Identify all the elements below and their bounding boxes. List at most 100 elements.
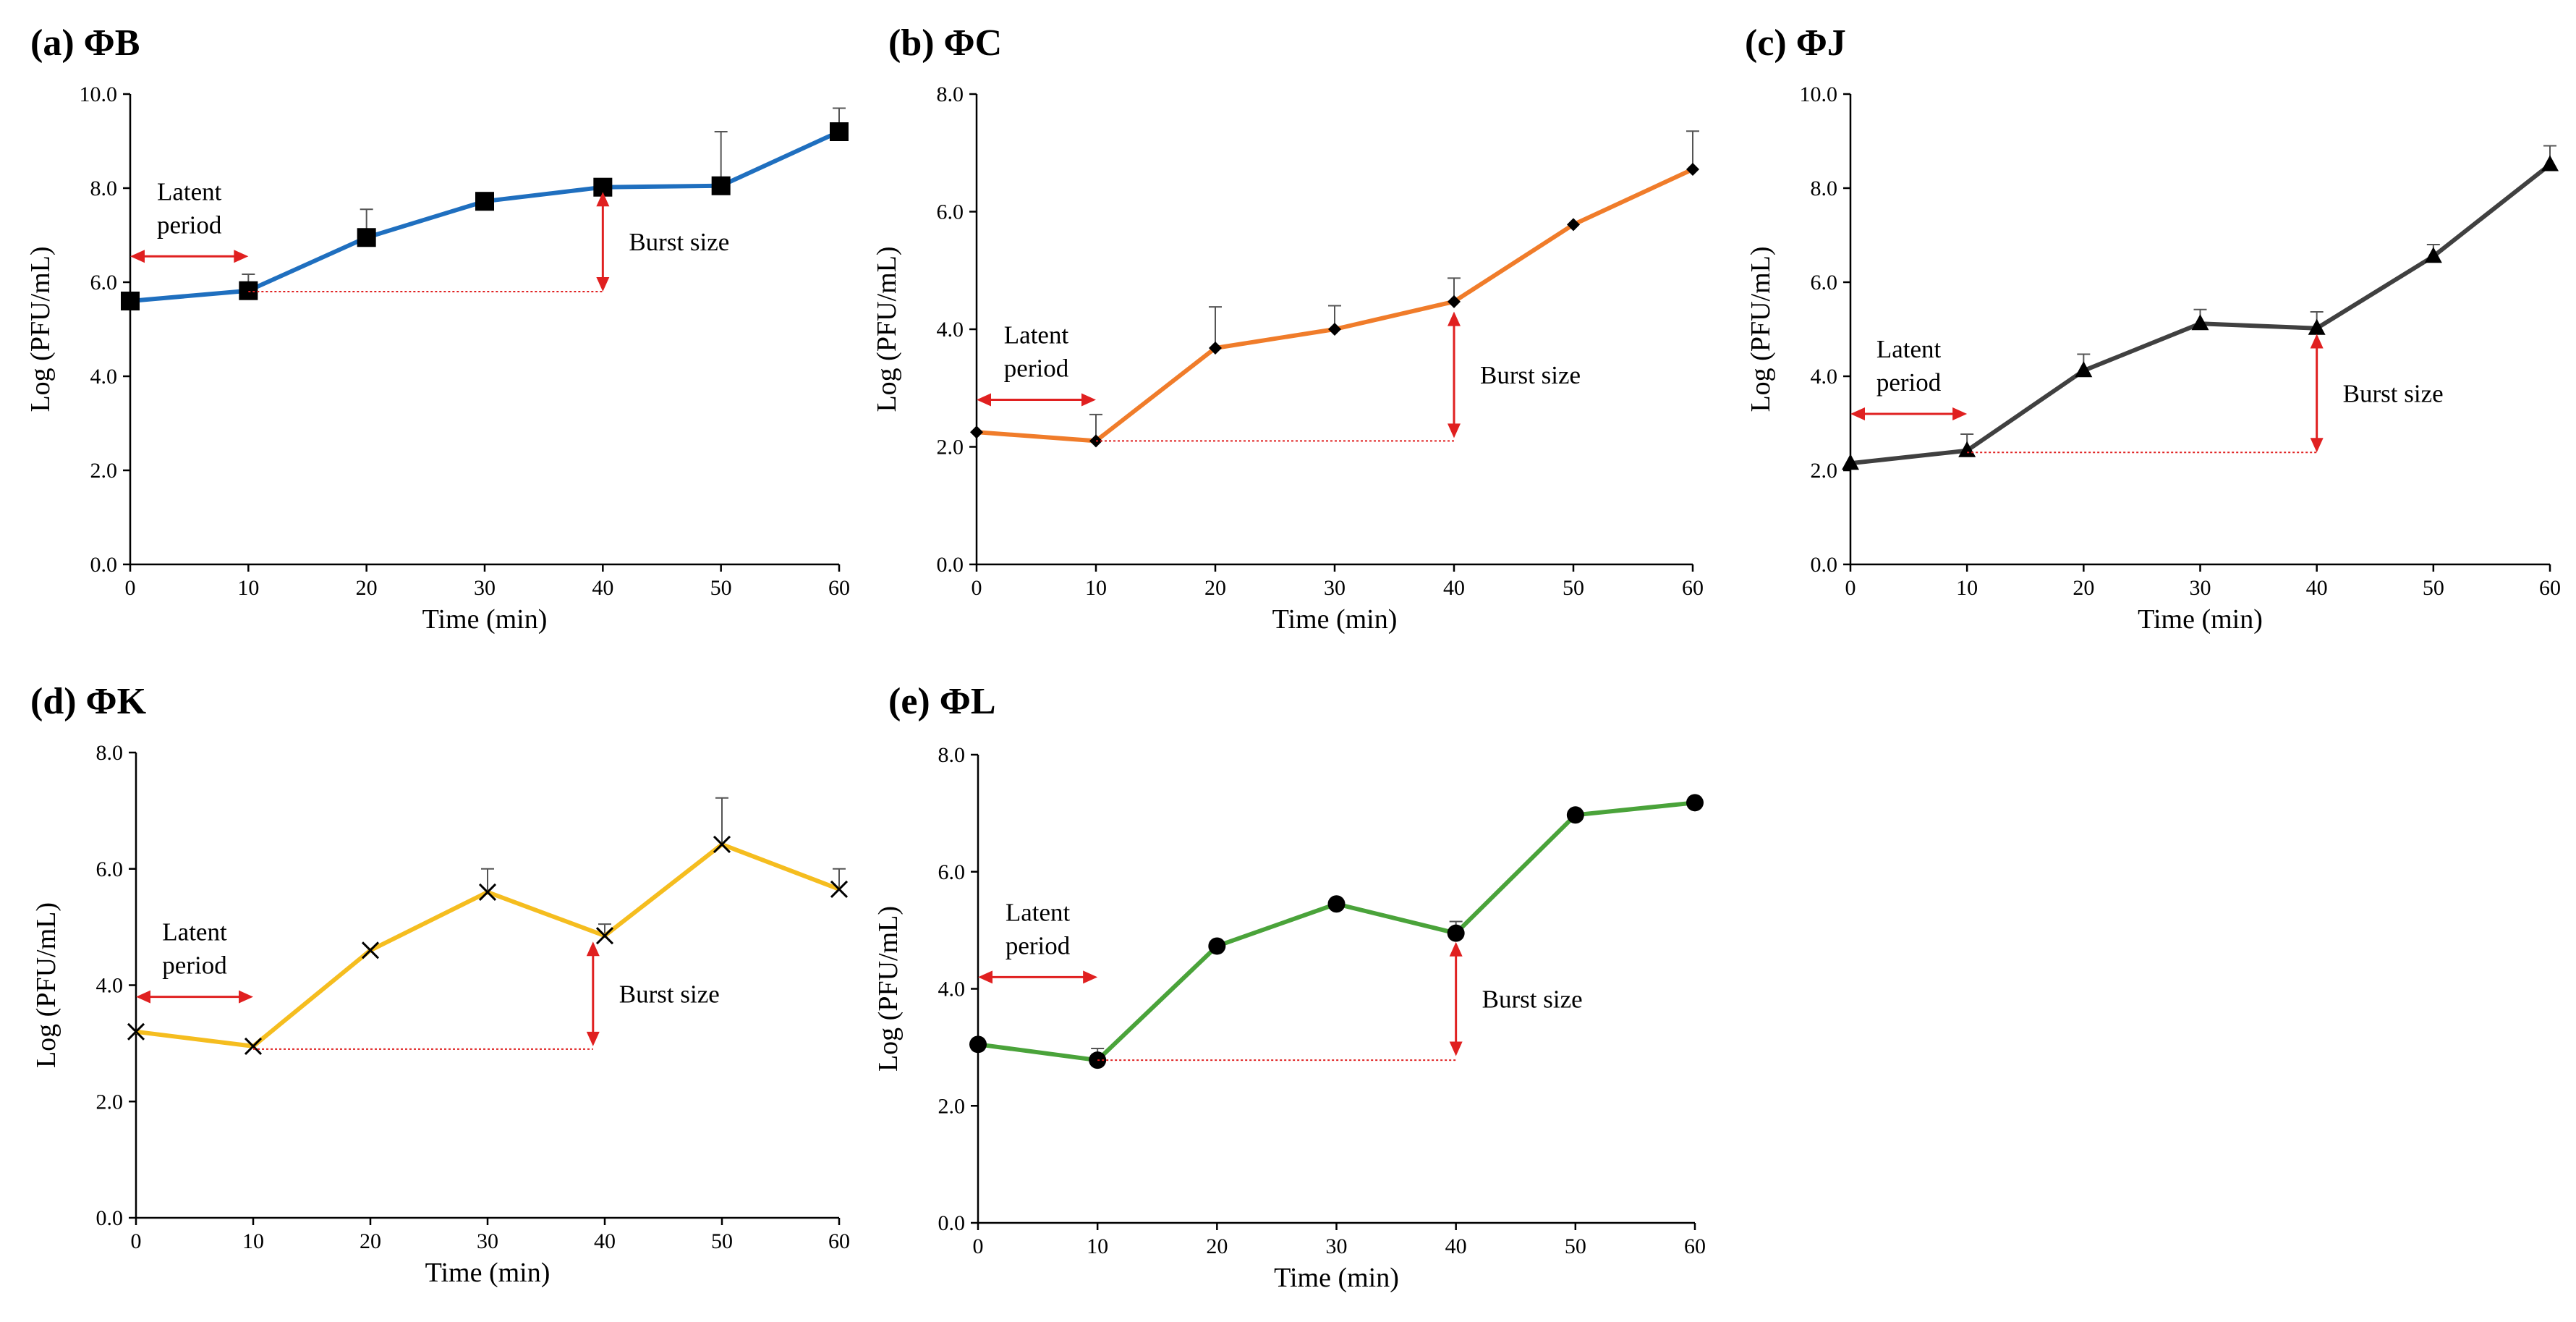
y-axis-label: Log (PFU/mL) xyxy=(1746,246,1776,412)
chart-panel-5: (e) ΦL 0.0 2.0 4.0 6.0 8.0 0 10 20 30 40 50 60 Time (… xyxy=(873,681,1706,1293)
panel-title: (e) ΦL xyxy=(888,681,996,722)
data-point[interactable] xyxy=(2541,155,2559,171)
data-point[interactable] xyxy=(1686,163,1699,176)
x-tick-label: 0 xyxy=(973,1234,984,1258)
latent-label-line2: period xyxy=(1876,368,1942,397)
y-tick-label: 6.0 xyxy=(96,857,124,881)
x-tick-label: 10 xyxy=(1956,576,1978,600)
y-tick-label: 0.0 xyxy=(96,1206,124,1230)
x-tick-label: 60 xyxy=(2539,576,2561,600)
x-tick-label: 20 xyxy=(2073,576,2094,600)
data-point[interactable] xyxy=(830,880,849,898)
data-point[interactable] xyxy=(361,941,380,959)
data-point[interactable] xyxy=(1447,924,1465,942)
chart-panel-1: (a) ΦB 0.0 2.0 4.0 6.0 8.0 10.0 0 10 20 30 40 50 60 Ti… xyxy=(25,22,850,635)
burst-arrowhead-top xyxy=(2310,334,2324,349)
data-point[interactable] xyxy=(478,883,497,901)
x-tick-label: 30 xyxy=(1324,576,1346,600)
latent-arrowhead-right xyxy=(1081,393,1096,407)
y-tick-label: 0.0 xyxy=(90,553,118,577)
burst-size-label: Burst size xyxy=(629,228,729,256)
x-tick-label: 40 xyxy=(1443,576,1465,600)
x-tick-label: 60 xyxy=(828,1229,850,1253)
chart-panel-2: (b) ΦC 0.0 2.0 4.0 6.0 8.0 0 10 20 30 40 50 60 Time (… xyxy=(872,22,1704,635)
data-point[interactable] xyxy=(1567,218,1580,232)
x-tick-label: 30 xyxy=(2190,576,2211,600)
y-tick-label: 2.0 xyxy=(1811,459,1838,483)
y-axis-label: Log (PFU/mL) xyxy=(31,902,61,1068)
y-tick-label: 8.0 xyxy=(1811,177,1838,200)
y-tick-label: 6.0 xyxy=(938,860,966,884)
burst-arrowhead-bottom xyxy=(1448,423,1461,438)
data-point[interactable] xyxy=(2191,314,2209,331)
x-tick-label: 10 xyxy=(1087,1234,1108,1258)
x-tick-label: 30 xyxy=(477,1229,498,1253)
data-point[interactable] xyxy=(1566,806,1584,824)
x-tick-label: 50 xyxy=(2423,576,2444,600)
x-tick-label: 50 xyxy=(1563,576,1584,600)
x-tick-label: 10 xyxy=(242,1229,264,1253)
burst-arrowhead-top xyxy=(596,192,610,207)
x-tick-label: 20 xyxy=(1206,1234,1228,1258)
data-point[interactable] xyxy=(969,1035,987,1054)
x-tick-label: 50 xyxy=(1565,1234,1586,1258)
data-point[interactable] xyxy=(1686,794,1704,812)
x-tick-label: 30 xyxy=(474,576,496,600)
data-point[interactable] xyxy=(2424,247,2442,263)
data-point[interactable] xyxy=(2308,318,2326,335)
x-tick-label: 0 xyxy=(131,1229,142,1253)
x-tick-label: 60 xyxy=(828,576,850,600)
data-point[interactable] xyxy=(1328,323,1341,336)
x-tick-label: 20 xyxy=(360,1229,381,1253)
data-point[interactable] xyxy=(711,176,731,195)
latent-arrowhead-right xyxy=(1952,407,1968,420)
latent-arrowhead-left xyxy=(130,250,145,263)
data-point[interactable] xyxy=(1448,295,1461,308)
y-tick-label: 6.0 xyxy=(90,271,118,295)
y-tick-label: 2.0 xyxy=(90,459,118,483)
burst-arrowhead-top xyxy=(1449,941,1463,957)
data-point[interactable] xyxy=(713,835,731,854)
x-tick-label: 0 xyxy=(1845,576,1856,600)
latent-label-line1: Latent xyxy=(162,918,227,946)
panel-title: (c) ΦJ xyxy=(1745,22,1846,64)
data-point[interactable] xyxy=(1842,454,1859,470)
latent-label-line2: period xyxy=(157,211,222,239)
data-point[interactable] xyxy=(239,281,258,300)
data-point[interactable] xyxy=(2075,361,2093,378)
data-point[interactable] xyxy=(475,192,494,211)
y-tick-label: 6.0 xyxy=(937,200,964,224)
data-point[interactable] xyxy=(1208,937,1226,955)
y-tick-label: 8.0 xyxy=(90,177,118,200)
chart-panel-3: (c) ΦJ 0.0 2.0 4.0 6.0 8.0 10.0 0 10 20 30 40 50 60 Ti… xyxy=(1745,22,2561,635)
y-tick-label: 0.0 xyxy=(938,1211,966,1235)
x-tick-label: 20 xyxy=(356,576,378,600)
x-tick-label: 40 xyxy=(1445,1234,1467,1258)
panel-title: (d) ΦK xyxy=(30,681,147,722)
data-point[interactable] xyxy=(244,1037,263,1055)
latent-label-line1: Latent xyxy=(1004,321,1069,349)
chart-panel-4: (d) ΦK 0.0 2.0 4.0 6.0 8.0 0 10 20 30 40 50 60 Time (… xyxy=(30,681,850,1288)
x-axis-label: Time (min) xyxy=(425,1258,551,1288)
y-tick-label: 8.0 xyxy=(96,741,124,765)
data-point[interactable] xyxy=(830,122,849,141)
data-point[interactable] xyxy=(595,927,614,945)
x-tick-label: 10 xyxy=(237,576,259,600)
x-tick-label: 40 xyxy=(594,1229,616,1253)
y-tick-label: 8.0 xyxy=(938,743,966,767)
latent-arrowhead-right xyxy=(234,250,249,263)
burst-arrowhead-top xyxy=(1448,311,1461,326)
panel-title: (b) ΦC xyxy=(888,22,1002,64)
latent-arrowhead-left xyxy=(1850,407,1865,420)
data-point[interactable] xyxy=(127,1022,145,1041)
latent-arrowhead-right xyxy=(239,990,253,1004)
data-point[interactable] xyxy=(1209,342,1222,355)
data-point[interactable] xyxy=(121,292,140,310)
y-tick-label: 2.0 xyxy=(938,1094,966,1118)
y-axis-label: Log (PFU/mL) xyxy=(872,246,902,412)
burst-arrowhead-bottom xyxy=(1449,1041,1463,1056)
data-point[interactable] xyxy=(1327,895,1346,913)
data-point[interactable] xyxy=(970,425,983,439)
x-tick-label: 60 xyxy=(1684,1234,1706,1258)
data-point[interactable] xyxy=(357,228,376,247)
